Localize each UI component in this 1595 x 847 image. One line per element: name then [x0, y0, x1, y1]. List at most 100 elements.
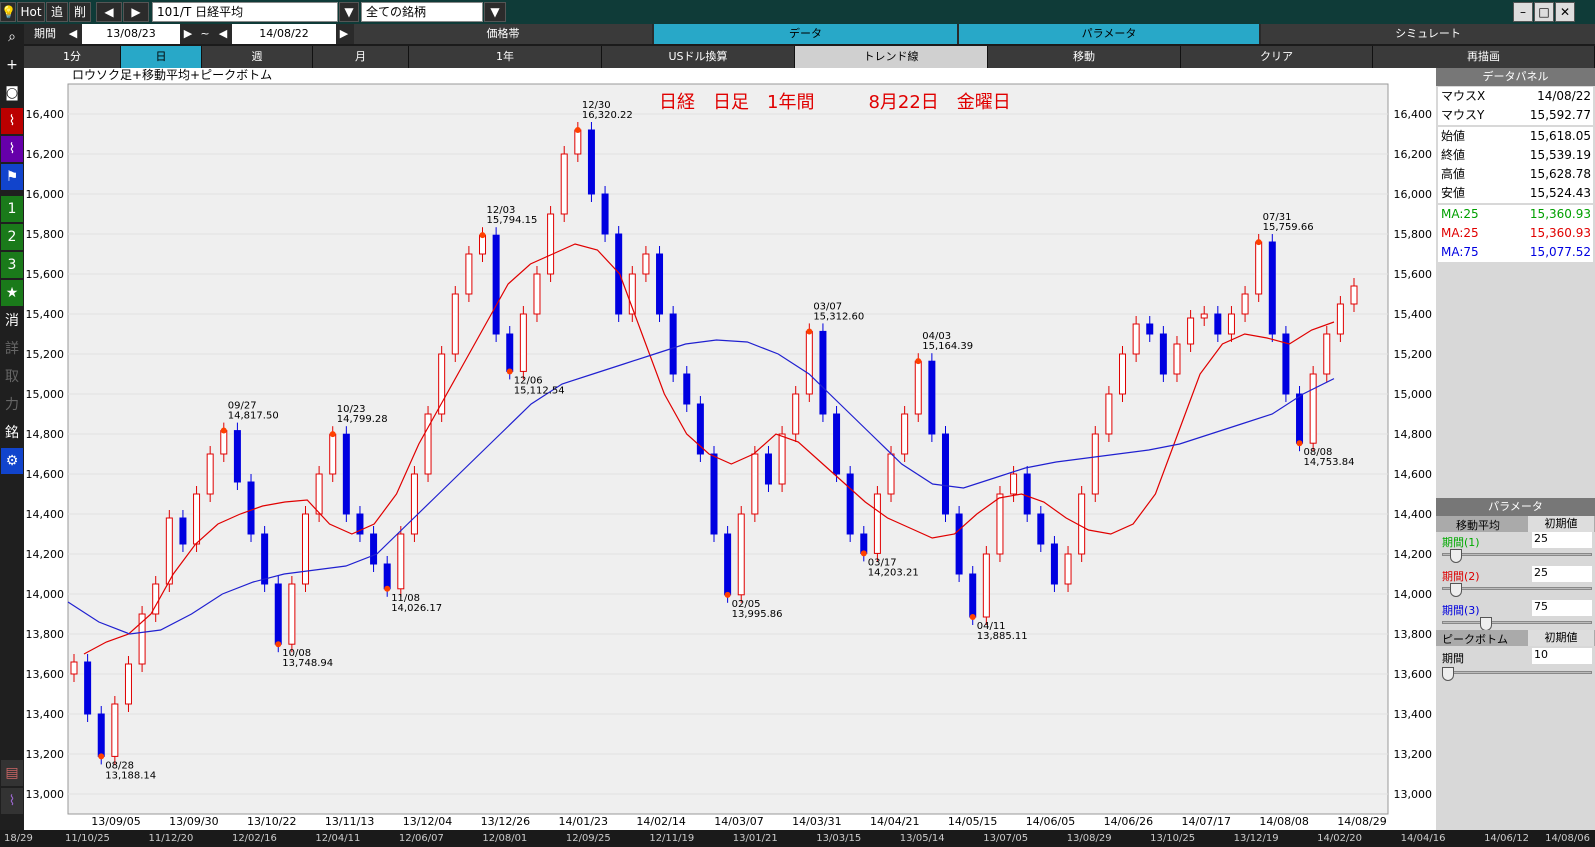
preset-2-button[interactable]: 2	[1, 224, 23, 250]
candle-body	[301, 513, 309, 585]
delete-button[interactable]: 削	[69, 2, 91, 22]
add-button[interactable]: 追	[46, 2, 68, 22]
tf-week-button[interactable]: 週	[202, 46, 313, 68]
tf-1min-button[interactable]: 1分	[24, 46, 121, 68]
range-1year-button[interactable]: 1年	[409, 46, 602, 68]
date-from-field[interactable]: 13/08/23	[82, 24, 180, 44]
x-tick-label: 13/12/04	[403, 815, 452, 828]
search-icon[interactable]: ⌕	[8, 29, 16, 45]
candle-body	[1078, 493, 1086, 555]
symbol-dropdown-icon[interactable]: ▼	[339, 2, 359, 22]
data-panel-key: MA:25	[1441, 207, 1479, 221]
prev-symbol-button[interactable]: ◀	[96, 2, 122, 22]
chart-red-icon[interactable]: ⌇	[1, 108, 23, 134]
date-to-prev-button[interactable]: ◀	[218, 27, 228, 40]
move-button[interactable]: 移動	[988, 46, 1181, 68]
date-to-next-button[interactable]: ▶	[339, 27, 349, 40]
peak-marker	[1296, 440, 1303, 447]
chart-area[interactable]: 13,000 13,000 13,200 13,200 13,400 13,400 13,6…	[24, 68, 1436, 830]
pb-period-value[interactable]: 10	[1532, 648, 1592, 664]
y-tick-label-right: 14,200	[1394, 548, 1433, 561]
ma-reset-button[interactable]: 初期値	[1528, 516, 1594, 532]
date-from-prev-button[interactable]: ◀	[68, 27, 78, 40]
tab-parameters[interactable]: パラメータ	[959, 24, 1259, 44]
peak-marker	[1255, 239, 1262, 246]
x-tick-label: 14/08/29	[1337, 815, 1386, 828]
x-tick-label: 14/03/31	[792, 815, 841, 828]
overview-tick-label: 13/03/15	[816, 833, 861, 844]
camera-icon[interactable]: ◙	[5, 85, 19, 101]
x-tick-label: 13/11/13	[325, 815, 374, 828]
filter-field[interactable]: 全ての銘柄	[361, 2, 483, 22]
peakbottom-reset-button[interactable]: 初期値	[1528, 630, 1594, 646]
erase-button[interactable]: 消	[5, 313, 19, 329]
period1-value[interactable]: 25	[1532, 532, 1592, 548]
usd-convert-button[interactable]: USドル換算	[602, 46, 795, 68]
tab-price-band[interactable]: 価格帯	[354, 24, 652, 44]
y-tick-label-right: 15,400	[1394, 308, 1433, 321]
settings-icon[interactable]: ⚙	[1, 448, 23, 474]
peak-date-label: 02/05	[732, 599, 761, 610]
redraw-button[interactable]: 再描画	[1373, 46, 1595, 68]
pb-period-label: 期間	[1442, 652, 1464, 665]
x-tick-label: 14/01/23	[559, 815, 608, 828]
close-button[interactable]: ✕	[1555, 2, 1575, 22]
trade-button[interactable]: 取	[5, 369, 19, 385]
date-to-field[interactable]: 14/08/22	[232, 24, 336, 44]
maximize-button[interactable]: □	[1534, 2, 1554, 22]
next-symbol-button[interactable]: ▶	[123, 2, 149, 22]
hot-button[interactable]: Hot	[17, 2, 45, 22]
chart-purple-icon[interactable]: ⌇	[1, 136, 23, 162]
period1-slider-track[interactable]	[1442, 553, 1592, 556]
preset-1-button[interactable]: 1	[1, 196, 23, 222]
candle-body	[547, 213, 555, 275]
detail-button[interactable]: 詳	[5, 341, 19, 357]
symbol-field[interactable]: 101/T 日経平均	[152, 2, 338, 22]
candle-body	[710, 453, 718, 535]
trendline-button[interactable]: トレンド線	[795, 46, 988, 68]
period1-slider-knob[interactable]	[1450, 549, 1462, 563]
pb-slider-knob[interactable]	[1442, 667, 1454, 681]
overview-tick-label: 13/10/25	[1150, 833, 1195, 844]
date-from-next-button[interactable]: ▶	[183, 27, 193, 40]
tf-month-button[interactable]: 月	[313, 46, 409, 68]
candle-body	[1296, 393, 1304, 444]
candlestick-chart[interactable]: 13,000 13,000 13,200 13,200 13,400 13,400 13,6…	[24, 68, 1436, 830]
input-button[interactable]: 力	[5, 397, 19, 413]
overview-tick-label: 13/01/21	[733, 833, 778, 844]
overview-tick-label: 14/06/12	[1484, 833, 1529, 844]
pb-slider-track[interactable]	[1442, 671, 1592, 674]
period2-slider-knob[interactable]	[1450, 583, 1462, 597]
period3-slider-track[interactable]	[1442, 621, 1592, 624]
peak-marker	[479, 232, 486, 239]
chart-thumb-icon[interactable]: ▤	[1, 760, 23, 786]
candle-body	[1336, 303, 1344, 335]
plot-area	[67, 83, 1389, 815]
preset-3-button[interactable]: 3	[1, 252, 23, 278]
overview-axis[interactable]: 18/29 11/10/25 11/12/20 12/02/16 12/04/11 12/…	[0, 830, 1595, 844]
tab-data[interactable]: データ	[654, 24, 957, 44]
y-tick-label-right: 13,800	[1394, 628, 1433, 641]
peak-date-label: 03/17	[868, 557, 897, 568]
star-icon[interactable]: ★	[1, 280, 23, 306]
chart-thumb2-icon[interactable]: ⌇	[1, 788, 23, 814]
filter-dropdown-icon[interactable]: ▼	[484, 2, 506, 22]
period2-slider-track[interactable]	[1442, 587, 1592, 590]
candle-body	[955, 513, 963, 575]
bulb-icon[interactable]: 💡	[0, 2, 16, 22]
period3-value[interactable]: 75	[1532, 600, 1592, 616]
period3-slider-knob[interactable]	[1480, 617, 1492, 631]
clear-button[interactable]: クリア	[1181, 46, 1373, 68]
flag-icon[interactable]: ⚑	[1, 164, 23, 190]
tab-simulate[interactable]: シミュレート	[1261, 24, 1595, 44]
crosshair-icon[interactable]: +	[6, 57, 18, 73]
minimize-button[interactable]: –	[1513, 2, 1533, 22]
period2-value[interactable]: 25	[1532, 566, 1592, 582]
stock-button[interactable]: 銘	[5, 425, 19, 441]
peak-marker	[574, 126, 581, 133]
data-panel-row: MA:25 15,360.93	[1438, 224, 1593, 243]
tf-day-button[interactable]: 日	[121, 46, 202, 68]
candle-body	[261, 533, 269, 585]
peak-date-label: 04/11	[977, 621, 1006, 632]
peak-marker	[275, 641, 282, 648]
